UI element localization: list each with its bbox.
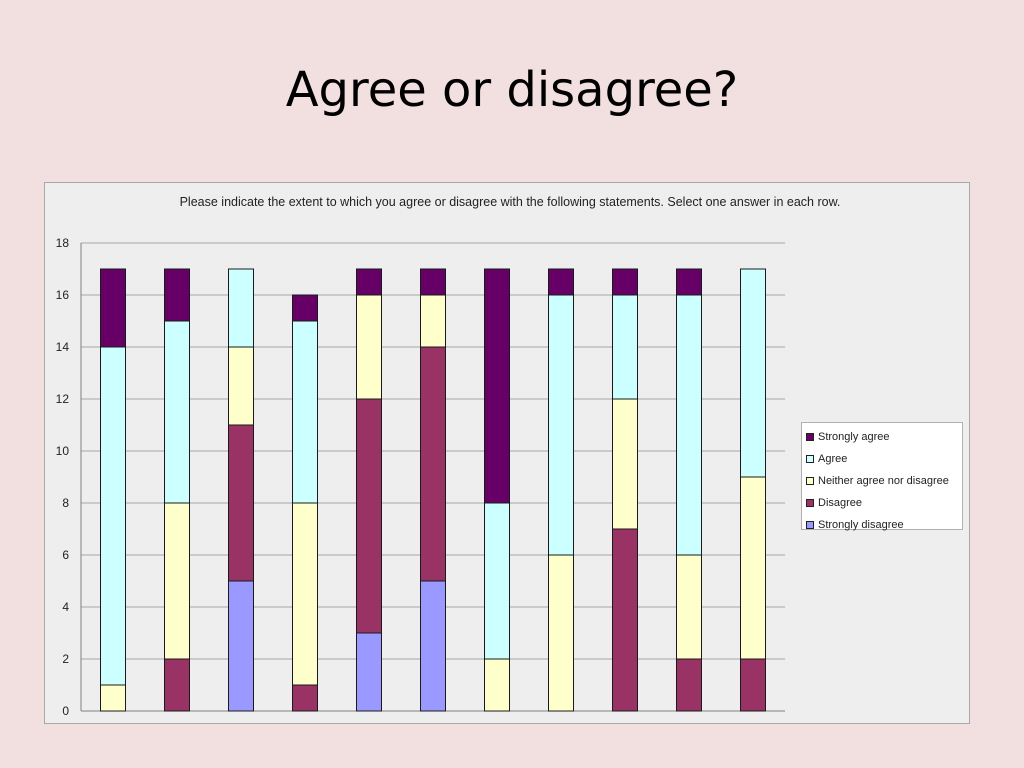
legend-item: Disagree: [806, 492, 962, 514]
bar-segment: [740, 658, 766, 712]
legend-swatch: [806, 499, 814, 507]
bar-segment: [548, 268, 574, 296]
bar-segment: [292, 294, 318, 322]
bar-segment: [676, 268, 702, 296]
chart-legend: Strongly agree Agree Neither agree nor dis…: [801, 422, 963, 531]
legend-label: Strongly disagree: [818, 519, 904, 531]
bar-segment: [676, 294, 702, 556]
bar-segment: [420, 580, 446, 712]
bar-segment: [292, 320, 318, 504]
bar-segment: [548, 554, 574, 712]
bar-segment: [548, 294, 574, 556]
legend-label: Strongly agree: [818, 431, 890, 443]
bar-segment: [612, 294, 638, 400]
bar-segment: [356, 268, 382, 296]
bar-segment: [228, 424, 254, 582]
chart-area: Please indicate the extent to which you …: [44, 182, 970, 724]
slide-title: Agree or disagree?: [285, 62, 739, 118]
bar-segment: [292, 502, 318, 686]
bar-segment: [100, 684, 126, 712]
bar-segment: [676, 658, 702, 712]
bar-segment: [612, 268, 638, 296]
legend-swatch: [806, 521, 814, 529]
bar-segment: [420, 294, 446, 348]
bar-segment: [228, 346, 254, 426]
y-tick-label: 2: [62, 652, 69, 666]
bar-segment: [356, 294, 382, 400]
legend-label: Neither agree nor disagree: [818, 475, 949, 487]
bar-segment: [676, 554, 702, 660]
bar-segment: [740, 268, 766, 478]
y-tick-label: 12: [56, 392, 70, 406]
bar-segment: [100, 268, 126, 348]
bar-segment: [228, 268, 254, 348]
bar-segment: [740, 476, 766, 660]
chart-title: Please indicate the extent to which you …: [179, 195, 841, 209]
legend-swatch: [806, 433, 814, 441]
y-tick-label: 0: [62, 704, 69, 718]
legend-swatch: [806, 455, 814, 463]
bar-segment: [164, 320, 190, 504]
bar-segment: [356, 398, 382, 634]
bar-segment: [164, 268, 190, 322]
legend-item: Neither agree nor disagree: [806, 470, 962, 492]
bar-segment: [292, 684, 318, 712]
legend-item: Strongly disagree: [806, 514, 962, 536]
bar-segment: [164, 502, 190, 660]
legend-label: Disagree: [818, 497, 863, 509]
bar-segment: [612, 528, 638, 712]
bar-segment: [484, 658, 510, 712]
y-tick-label: 8: [62, 496, 69, 510]
bar-segment: [356, 632, 382, 712]
bar-segment: [484, 502, 510, 660]
y-tick-label: 10: [56, 444, 70, 458]
bar-segment: [100, 346, 126, 686]
chart-plot: 0 2 4 6 8 10 12 14 16 18: [56, 236, 785, 718]
y-tick-label: 14: [56, 340, 70, 354]
legend-item: Strongly agree: [806, 426, 962, 448]
legend-label: Agree: [818, 453, 848, 465]
bar-segment: [420, 346, 446, 582]
legend-swatch: [806, 477, 814, 485]
bar-segment: [484, 268, 510, 504]
y-tick-label: 6: [62, 548, 69, 562]
bar-segment: [228, 580, 254, 712]
y-tick-label: 16: [56, 288, 70, 302]
bar-segment: [612, 398, 638, 530]
legend-item: Agree: [806, 448, 962, 470]
bar-segment: [164, 658, 190, 712]
y-tick-label: 4: [62, 600, 69, 614]
y-tick-label: 18: [56, 236, 70, 250]
bar-segment: [420, 268, 446, 296]
